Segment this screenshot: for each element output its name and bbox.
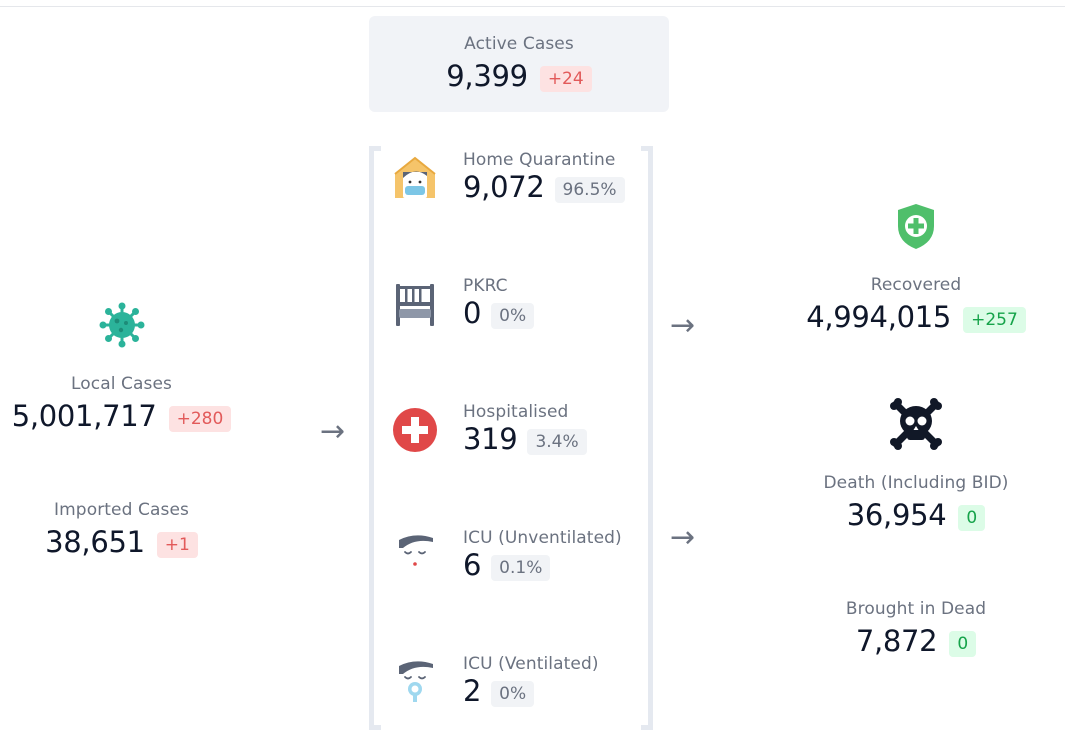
icu-unventilated-label: ICU (Unventilated) — [463, 528, 622, 548]
recovered-value: 4,994,015 — [806, 300, 952, 334]
sleeping-face-icon — [393, 534, 437, 578]
active-cases-card: Active Cases 9,399 +24 — [369, 16, 669, 112]
hospitalised-label: Hospitalised — [463, 402, 569, 422]
arrow-icon: → — [320, 414, 346, 449]
pkrc-percent-badge: 0% — [491, 302, 535, 329]
imported-cases: Imported Cases 38,651 +1 — [0, 500, 243, 561]
death-change-badge: 0 — [958, 504, 986, 531]
local-cases-label: Local Cases — [70, 374, 173, 394]
brought-in-dead: Brought in Dead 7,872 0 — [790, 599, 1042, 660]
icu-ventilated-percent-badge: 0% — [491, 680, 535, 707]
brought-in-dead-change-badge: 0 — [949, 630, 977, 657]
death: Death (Including BID) 36,954 0 — [790, 473, 1042, 534]
brought-in-dead-label: Brought in Dead — [845, 599, 987, 619]
bracket-left — [369, 146, 381, 730]
bracket-right — [641, 146, 653, 730]
pkrc-value: 0 — [463, 296, 482, 330]
brought-in-dead-value: 7,872 — [855, 624, 938, 658]
bed-icon — [393, 282, 437, 326]
icu-unventilated-percent-badge: 0.1% — [491, 554, 551, 581]
medical-cross-icon — [393, 408, 437, 452]
imported-cases-change-badge: +1 — [156, 531, 198, 558]
local-cases: Local Cases 5,001,717 +280 — [0, 374, 243, 435]
pkrc-label: PKRC — [463, 276, 508, 296]
arrow-icon: → — [670, 308, 696, 343]
hospitalised-percent-badge: 3.4% — [527, 428, 587, 455]
local-cases-change-badge: +280 — [168, 405, 232, 432]
hospitalised-value: 319 — [463, 422, 518, 456]
active-cases-value: 9,399 — [446, 59, 528, 93]
recovered: Recovered 4,994,015 +257 — [790, 275, 1042, 336]
icu-unventilated-value: 6 — [463, 548, 482, 582]
recovered-label: Recovered — [870, 275, 962, 295]
home-quarantine-label: Home Quarantine — [463, 150, 616, 170]
home-quarantine-percent-badge: 96.5% — [554, 176, 625, 203]
arrow-icon: → — [670, 520, 696, 555]
recovered-change-badge: +257 — [963, 306, 1026, 333]
death-value: 36,954 — [846, 498, 947, 532]
ventilated-face-icon — [393, 660, 437, 704]
active-cases-label: Active Cases — [464, 34, 574, 54]
home-quarantine-icon — [393, 156, 437, 200]
imported-cases-value: 38,651 — [45, 525, 145, 559]
shield-plus-icon — [894, 202, 938, 250]
local-cases-value: 5,001,717 — [11, 399, 157, 433]
death-label: Death (Including BID) — [823, 473, 1009, 493]
skull-crossbones-icon — [890, 398, 942, 450]
virus-icon — [99, 302, 145, 348]
icu-ventilated-label: ICU (Ventilated) — [463, 654, 599, 674]
icu-ventilated-value: 2 — [463, 674, 482, 708]
home-quarantine-value: 9,072 — [463, 170, 545, 204]
active-cases-change-badge: +24 — [539, 65, 592, 92]
imported-cases-label: Imported Cases — [54, 500, 189, 520]
top-divider — [0, 6, 1065, 7]
